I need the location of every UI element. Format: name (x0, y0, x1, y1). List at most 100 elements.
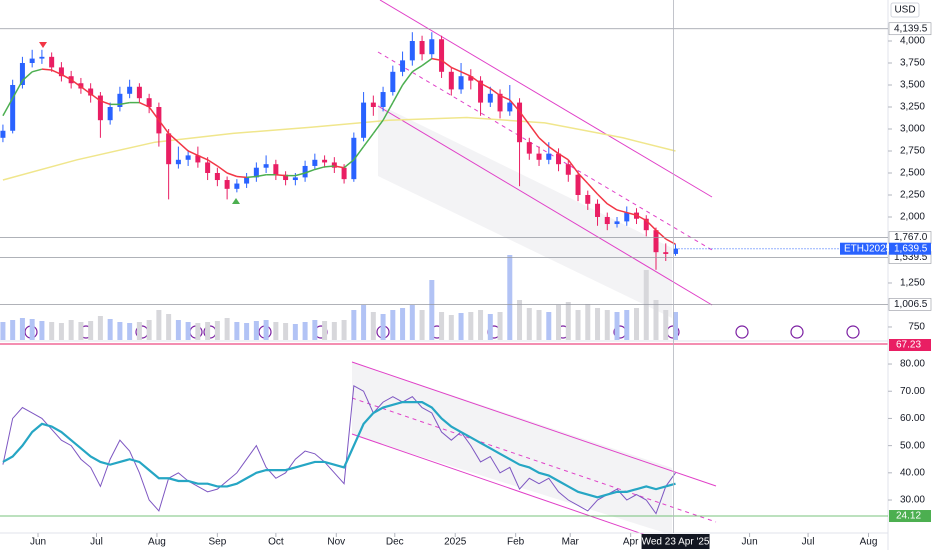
ma-fast-segment (12, 80, 24, 99)
candle-body (322, 159, 328, 163)
ma-fast-segment (70, 79, 82, 88)
candle-body (400, 60, 406, 72)
candle-body (0, 130, 6, 138)
candle-body (429, 39, 435, 55)
volume-bar (575, 310, 581, 340)
candle-body (370, 102, 376, 107)
event-marker[interactable] (846, 325, 860, 339)
ma-fast-segment (548, 145, 559, 155)
ma-fast-segment (31, 68, 43, 73)
candle-body (205, 162, 211, 173)
x-tick-label: Feb (507, 537, 525, 548)
volume-bar (302, 322, 308, 340)
candle-body (419, 41, 425, 55)
x-tick-label: 2025 (444, 537, 467, 548)
volume-bar (468, 312, 474, 340)
ma-fast-segment (148, 106, 160, 121)
channel-mid (377, 51, 713, 251)
price-level-label: 1,539.5 (894, 252, 928, 263)
ma-fast-segment (411, 65, 423, 73)
ma-fast-segment (645, 219, 657, 231)
signal-up (232, 198, 240, 204)
volume-bar (127, 323, 133, 340)
ma-fast-segment (334, 165, 345, 169)
x-tick-label: Apr (623, 537, 639, 548)
volume-bar (458, 313, 464, 340)
volume-bar (497, 312, 503, 340)
ma-fast-segment (295, 172, 306, 177)
currency-box[interactable] (890, 2, 920, 18)
ma-fast-segment (401, 71, 413, 86)
candle-body (253, 167, 259, 178)
y-tick-label: 3,500 (900, 80, 925, 91)
symbol: ETHJ2025 (844, 243, 892, 254)
ma-fast-segment (90, 93, 101, 102)
event-marker[interactable] (790, 325, 804, 339)
volume-bar (78, 322, 84, 340)
volume-bar (439, 312, 445, 340)
y-tick-label: 2,500 (900, 168, 925, 179)
volume-bar (146, 320, 152, 340)
ma-fast-segment (158, 119, 170, 134)
x-tick-label: Jun (30, 537, 46, 548)
x-tick-label: Nov (327, 537, 345, 548)
ma-fast-segment (275, 174, 286, 177)
ma-fast-segment (441, 59, 452, 69)
volume-bar (419, 310, 425, 340)
volume-bar (49, 322, 55, 340)
volume-bar (19, 318, 25, 340)
volume-bar (175, 320, 181, 340)
last-price-box (889, 242, 931, 255)
last-price-label: 1,639.5 (894, 243, 928, 254)
candle-body (292, 177, 298, 181)
candle-body (10, 85, 16, 131)
x-tick-label: Aug (148, 537, 166, 548)
candle-body (585, 194, 591, 204)
candle-body (614, 221, 620, 225)
candle-body (575, 174, 581, 195)
price-level-label: 1,006.5 (894, 299, 928, 310)
ma-fast-segment (460, 71, 472, 77)
ma-fast-segment (41, 68, 52, 71)
candle-body (214, 172, 220, 181)
ma-fast-segment (139, 101, 150, 108)
volume-bar (487, 314, 493, 340)
rsi-line (2, 384, 676, 515)
volume-bar (409, 305, 415, 340)
ma-fast-segment (636, 214, 647, 222)
x-tick-label: Aug (860, 537, 878, 548)
event-marker[interactable] (735, 325, 749, 339)
volume-bar (595, 308, 601, 340)
candle-body (97, 95, 103, 121)
volume-bar (585, 304, 591, 340)
volume-bar (224, 318, 230, 340)
ma-fast-segment (187, 150, 199, 157)
volume-bar (624, 310, 630, 340)
x-tick-label: Jun (742, 537, 758, 548)
drawings (39, 0, 717, 541)
ma-fast-segment (392, 84, 404, 103)
volume-bar (312, 320, 318, 340)
candle-body (88, 88, 94, 96)
candle-body (136, 86, 142, 99)
candle-body (448, 71, 454, 90)
rsi-channel-fill (352, 362, 672, 535)
price-level-label: 1,767.0 (894, 232, 928, 243)
candle-body (556, 153, 562, 165)
volume-bar (97, 316, 103, 340)
rsi-tick-label: 60.00 (900, 413, 925, 424)
candle-body (643, 218, 649, 231)
y-tick-label: 2,000 (900, 212, 925, 223)
candle-body (49, 56, 55, 68)
volume-bar (526, 308, 532, 340)
candle-body (341, 167, 347, 180)
currency: USD (894, 5, 915, 16)
volume-bar (429, 280, 435, 340)
ma-fast-segment (489, 87, 501, 97)
candle-body (234, 183, 240, 189)
ma-fast-segment (362, 132, 374, 148)
candle-body (526, 142, 532, 154)
volume-bar (253, 321, 259, 340)
candle-body (175, 159, 181, 165)
